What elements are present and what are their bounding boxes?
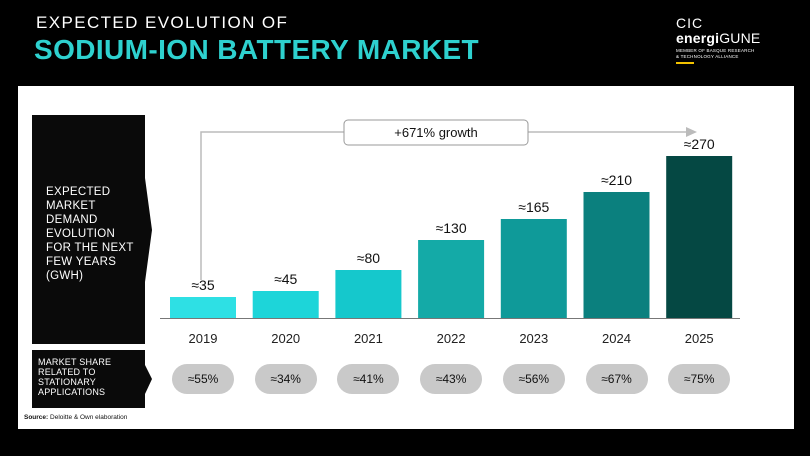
demand-label-line: MARKET [46, 200, 96, 212]
page-title: SODIUM-ION BATTERY MARKET [34, 34, 480, 65]
demand-label-arrow [32, 115, 152, 344]
bar-2025 [666, 156, 733, 318]
demand-label-line: FOR THE NEXT [46, 242, 134, 254]
data-label-2019: ≈35 [191, 277, 214, 293]
share-label-line: MARKET SHARE [38, 357, 112, 367]
logo-subtitle-line1: MEMBER OF BASQUE RESEARCH [676, 48, 755, 53]
data-label-2022: ≈130 [436, 220, 467, 236]
logo-subtitle-line2: & TECHNOLOGY ALLIANCE [676, 53, 739, 59]
bar-2020 [252, 291, 319, 318]
logo: CIC energiGUNE MEMBER OF BASQUE RESEARCH… [676, 16, 760, 64]
logo-accent-bar [676, 62, 694, 64]
share-pill-2023: ≈56% [502, 364, 565, 394]
tick-label-2023: 2023 [519, 331, 548, 346]
share-pill-2025: ≈75% [668, 364, 731, 394]
logo-cic: CIC [676, 15, 704, 31]
tick-label-2019: 2019 [189, 331, 218, 346]
tick-label-2022: 2022 [437, 331, 466, 346]
share-label-line: APPLICATIONS [38, 387, 106, 397]
share-pill-2022: ≈43% [420, 364, 483, 394]
share-label: MARKET SHARE RELATED TO STATIONARY APPLI… [38, 357, 111, 397]
logo-brand-bold: energi [676, 30, 720, 46]
logo-brand-rest: GUNE [719, 30, 761, 46]
growth-arrow-head [686, 127, 697, 137]
demand-label-line: (GWH) [46, 270, 84, 282]
logo-subtitle: MEMBER OF BASQUE RESEARCH & TECHNOLOGY A… [676, 48, 760, 59]
bars-layer: ≈35 2019 ≈45 2020 ≈80 2021 ≈130 2022 ≈165 2023 ≈21… [170, 136, 733, 346]
demand-label-line: FEW YEARS [46, 256, 117, 268]
share-pill-2020: ≈34% [254, 364, 317, 394]
share-pill-2024: ≈67% [585, 364, 648, 394]
share-pill-2021: ≈41% [337, 364, 400, 394]
data-label-2023: ≈165 [518, 199, 549, 215]
tick-label-2024: 2024 [602, 331, 631, 346]
bar-2023 [500, 219, 567, 318]
source-text: Deloitte & Own elaboration [50, 414, 128, 421]
share-pill-2019: ≈55% [172, 364, 234, 394]
share-label-line: RELATED TO [38, 367, 96, 377]
source-note: Source: Deloitte & Own elaboration [24, 414, 127, 421]
data-label-2020: ≈45 [274, 271, 297, 287]
growth-label-box [343, 119, 529, 146]
share-label-arrow [32, 350, 152, 408]
footer-bar [0, 436, 810, 456]
tick-label-2025: 2025 [685, 331, 714, 346]
bar-2019 [170, 297, 236, 318]
data-label-2024: ≈210 [601, 172, 632, 188]
demand-label-line: DEMAND [46, 214, 98, 226]
data-label-2025: ≈270 [684, 136, 715, 152]
growth-label: +671% growth [394, 125, 477, 140]
pre-title: EXPECTED EVOLUTION OF [36, 13, 289, 32]
share-label-line: STATIONARY [38, 377, 97, 387]
tick-label-2020: 2020 [271, 331, 300, 346]
bar-2021 [335, 270, 402, 318]
logo-brand: energiGUNE [676, 30, 760, 46]
demand-label: EXPECTED MARKET DEMAND EVOLUTION FOR THE… [46, 185, 134, 283]
data-label-2021: ≈80 [357, 250, 380, 266]
bar-2024 [583, 192, 650, 318]
demand-label-line: EXPECTED [46, 186, 111, 198]
header: EXPECTED EVOLUTION OF SODIUM-ION BATTERY… [0, 0, 810, 84]
bar-2022 [418, 240, 485, 318]
demand-label-line: EVOLUTION [46, 228, 116, 240]
source-label: Source: [24, 414, 49, 421]
tick-label-2021: 2021 [354, 331, 383, 346]
